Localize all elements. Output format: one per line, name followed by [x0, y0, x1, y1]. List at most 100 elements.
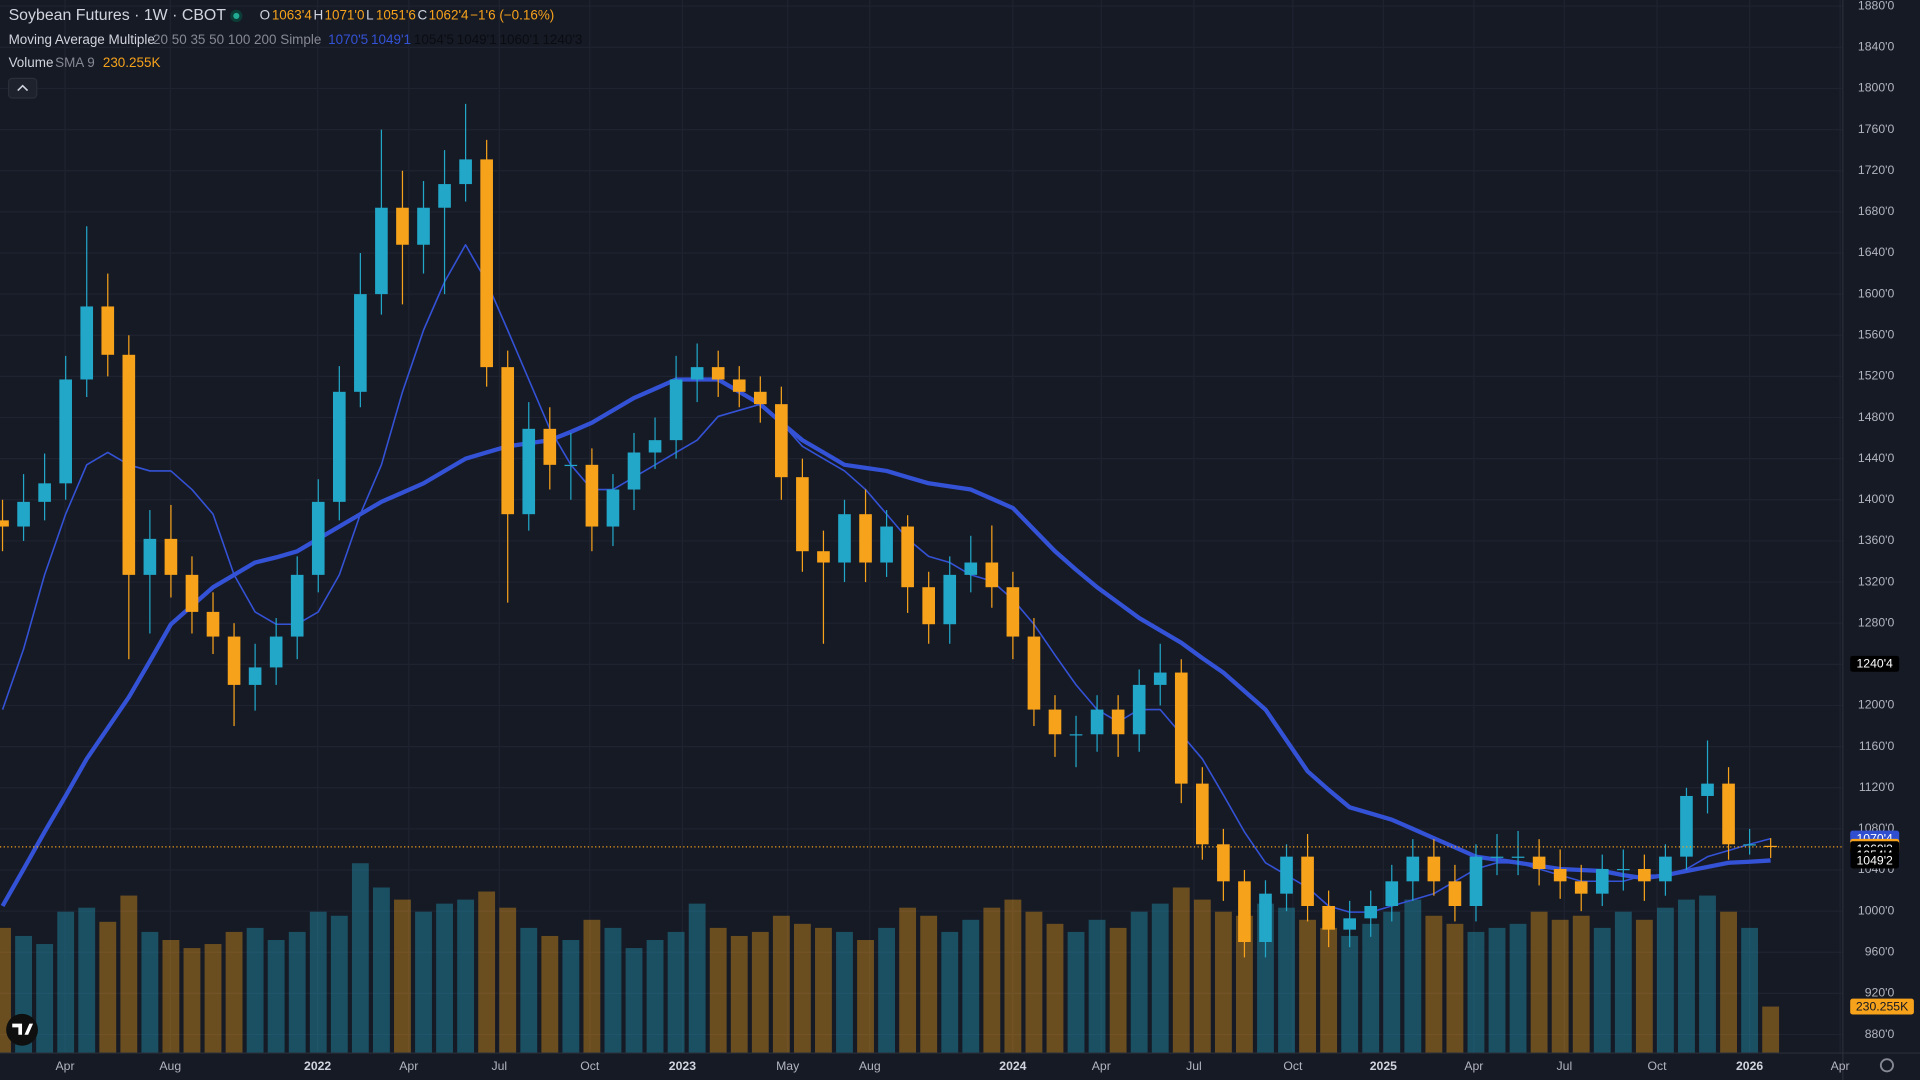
candle-body: [59, 379, 72, 484]
candle-body: [290, 574, 304, 637]
candle-body: [1595, 868, 1609, 894]
volume-bar: [1341, 935, 1359, 1054]
volume-bar: [941, 931, 959, 1054]
y-tick-label: 920'0: [1865, 986, 1895, 1000]
volume-bar: [1109, 927, 1127, 1054]
volume-bar: [1446, 923, 1464, 1054]
volume-label-box: [1850, 998, 1914, 1015]
volume-bar: [1278, 907, 1295, 1054]
candle-body: [732, 379, 746, 392]
candle-body: [817, 551, 830, 563]
volume-bar: [1320, 927, 1338, 1054]
ma-legend-value: 1049'1: [371, 32, 411, 47]
candle-body: [1722, 783, 1735, 845]
candle-body: [143, 538, 157, 575]
volume-bar: [1046, 923, 1064, 1054]
price-label: 1049'2: [1857, 853, 1894, 867]
volume-bar: [372, 887, 390, 1054]
volume-bar: [246, 927, 264, 1054]
ohlc-value: 1071'0: [324, 7, 364, 22]
y-tick-label: 1640'0: [1858, 245, 1895, 259]
ohlc-value: 1051'6: [376, 7, 416, 22]
settings[interactable]: [1879, 1058, 1894, 1073]
volume-bar: [857, 939, 874, 1054]
y-tick-label: 1320'0: [1858, 574, 1895, 588]
volume-bar: [751, 931, 769, 1054]
candle-body: [1343, 918, 1356, 930]
ma-legend-name[interactable]: Moving Average Multiple: [9, 32, 155, 47]
x-tick-label: Apr: [1831, 1059, 1850, 1073]
candle-body: [1406, 856, 1420, 882]
volume-bar: [1614, 911, 1632, 1054]
candle-body: [227, 636, 241, 685]
candle-body: [1132, 684, 1146, 735]
candle-body: [38, 483, 51, 502]
candle-body: [1469, 856, 1483, 907]
ma-legend-value: 1060'1: [500, 32, 540, 47]
ohlc-value: 1062'4: [429, 7, 469, 22]
volume-bar: [1004, 899, 1022, 1054]
volume-bar: [0, 927, 11, 1054]
volume-bar: [962, 919, 980, 1054]
ma-legend-value: 1049'1: [457, 32, 497, 47]
x-tick-label: 2024: [999, 1059, 1026, 1073]
volume-bar: [1362, 923, 1380, 1054]
volume-bar: [1067, 931, 1085, 1054]
x-tick-label: Apr: [399, 1059, 418, 1073]
market-status-dot: [233, 12, 240, 19]
collapse-button[interactable]: [7, 77, 38, 99]
volume-bar: [1635, 919, 1653, 1054]
price-label-box: [1850, 655, 1900, 672]
volume-bar: [1088, 919, 1106, 1054]
candle-body: [122, 354, 136, 575]
ma-legend-value: 1054'5: [414, 32, 454, 47]
x-tick-label: Oct: [580, 1059, 600, 1073]
volume-bar: [920, 915, 938, 1054]
y-tick-label: 1560'0: [1858, 327, 1895, 341]
candle-body: [627, 452, 641, 490]
candle-body: [1174, 672, 1188, 784]
volume-bar: [1151, 903, 1169, 1054]
candle-body: [1111, 709, 1125, 735]
volume-bar: [1025, 911, 1043, 1054]
candle-body: [522, 428, 536, 515]
candle-body: [164, 538, 178, 575]
volume-bar: [309, 911, 327, 1054]
volume-bar: [772, 915, 790, 1054]
volume-bar: [604, 927, 622, 1054]
ma-legend-value: 1070'5: [328, 32, 368, 47]
candle-body: [1090, 709, 1104, 735]
candle-body: [206, 611, 220, 637]
volume-bar: [1551, 919, 1569, 1054]
volume-bar: [1509, 923, 1527, 1054]
x-tick-label: 2023: [669, 1059, 696, 1073]
volume-legend-value: 230.255K: [103, 55, 161, 70]
x-tick-label: 2022: [304, 1059, 331, 1073]
candle-body: [838, 514, 851, 563]
volume-bar: [1383, 911, 1401, 1054]
volume-bar: [162, 939, 180, 1054]
candle-body: [1364, 906, 1378, 919]
y-tick-label: 1600'0: [1858, 286, 1895, 300]
volume-bar: [583, 919, 601, 1054]
y-tick-label: 1520'0: [1858, 369, 1895, 383]
candle-body: [606, 489, 620, 527]
candle-body: [501, 367, 515, 515]
volume-bar: [899, 907, 917, 1054]
legend-title: Soybean Futures · 1W · CBOT: [9, 7, 227, 24]
volume-bar: [1762, 1006, 1780, 1054]
y-tick-label: 1000'0: [1858, 903, 1895, 917]
volume-legend-name[interactable]: Volume: [9, 55, 54, 70]
volume-pane: [0, 863, 1780, 1054]
volume-bar: [562, 939, 580, 1054]
x-tick-label: Jul: [1557, 1059, 1573, 1073]
volume-bar: [1172, 887, 1190, 1054]
candle-body: [1616, 868, 1630, 871]
ohlc-letter: C: [418, 7, 428, 22]
logo[interactable]: [6, 1013, 38, 1046]
y-tick-label: 1800'0: [1858, 81, 1895, 95]
x-tick-label: Jul: [1186, 1059, 1202, 1073]
y-tick-label: 1200'0: [1858, 698, 1895, 712]
candle-body: [1259, 893, 1272, 942]
volume-bar: [394, 899, 411, 1054]
